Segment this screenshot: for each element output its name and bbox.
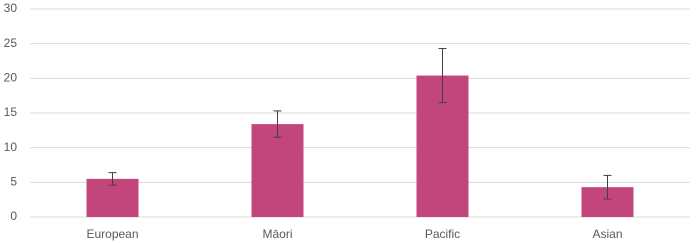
x-tick-label: Māori [262, 227, 292, 241]
bar [251, 124, 304, 217]
x-tick-label: European [86, 227, 138, 241]
y-tick-label: 0 [10, 209, 17, 223]
y-tick-label: 5 [10, 175, 17, 189]
y-tick-label: 30 [4, 1, 18, 15]
y-tick-label: 10 [4, 140, 18, 154]
error-bar [603, 174, 612, 200]
error-bar [108, 172, 117, 186]
x-tick-label: Pacific [425, 227, 460, 241]
y-tick-label: 15 [4, 105, 18, 119]
error-bar [273, 110, 282, 138]
x-tick-label: Asian [592, 227, 622, 241]
error-bar [438, 48, 447, 104]
y-tick-label: 25 [4, 36, 18, 50]
y-tick-label: 20 [4, 71, 18, 85]
